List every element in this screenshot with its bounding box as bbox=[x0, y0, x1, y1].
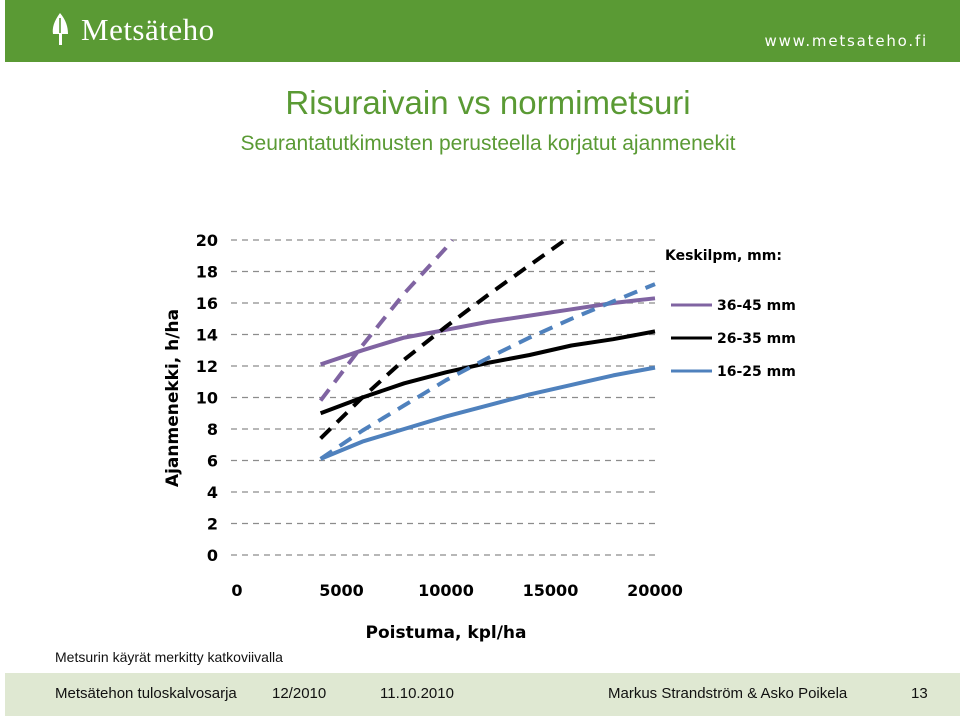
series-line-dashed bbox=[319, 238, 454, 402]
legend-label: 16-25 mm bbox=[717, 364, 796, 380]
x-tick-label: 15000 bbox=[523, 581, 579, 600]
legend-title: Keskilpm, mm: bbox=[665, 248, 782, 264]
footer-bar bbox=[5, 673, 960, 716]
page-number: 13 bbox=[911, 685, 928, 702]
site-url[interactable]: www.metsateho.fi bbox=[764, 32, 928, 50]
footer-authors: Markus Strandström & Asko Poikela bbox=[608, 685, 848, 702]
header-bar: Metsäteho www.metsateho.fi bbox=[5, 0, 960, 62]
dashed-line-note: Metsurin käyrät merkitty katkoviivalla bbox=[55, 649, 283, 665]
footer-period: 12/2010 bbox=[272, 685, 327, 702]
x-tick-label: 5000 bbox=[319, 581, 364, 600]
footer-org: Metsätehon tuloskalvosarja bbox=[55, 685, 237, 702]
legend-label: 36-45 mm bbox=[717, 298, 796, 314]
series-line bbox=[319, 329, 656, 416]
series-line bbox=[319, 365, 656, 461]
y-tick-label: 14 bbox=[196, 326, 218, 345]
x-tick-label: 10000 bbox=[418, 581, 474, 600]
y-tick-label: 6 bbox=[207, 452, 218, 471]
y-tick-label: 16 bbox=[196, 294, 218, 313]
y-tick-label: 18 bbox=[196, 263, 218, 282]
series-line-dashed bbox=[319, 282, 656, 461]
y-tick-label: 4 bbox=[207, 483, 218, 502]
series-line bbox=[319, 296, 656, 367]
series-line-dashed bbox=[319, 238, 567, 440]
y-tick-label: 8 bbox=[207, 420, 218, 439]
y-tick-label: 2 bbox=[207, 515, 218, 534]
page-subtitle: Seurantatutkimusten perusteella korjatut… bbox=[240, 132, 736, 155]
y-axis-title: Ajanmenekki, h/ha bbox=[163, 309, 183, 487]
x-tick-label: 0 bbox=[231, 581, 242, 600]
x-axis-title: Poistuma, kpl/ha bbox=[366, 623, 527, 643]
y-tick-label: 20 bbox=[196, 231, 218, 250]
legend-label: 26-35 mm bbox=[717, 331, 796, 347]
page-title: Risuraivain vs normimetsuri bbox=[285, 84, 691, 121]
x-tick-label: 20000 bbox=[627, 581, 683, 600]
logo-text[interactable]: Metsäteho bbox=[81, 12, 215, 47]
y-tick-label: 12 bbox=[196, 357, 218, 376]
footer-date: 11.10.2010 bbox=[380, 685, 454, 702]
tree-leaf-icon bbox=[52, 13, 68, 45]
y-tick-label: 0 bbox=[207, 546, 218, 565]
y-tick-label: 10 bbox=[196, 389, 218, 408]
